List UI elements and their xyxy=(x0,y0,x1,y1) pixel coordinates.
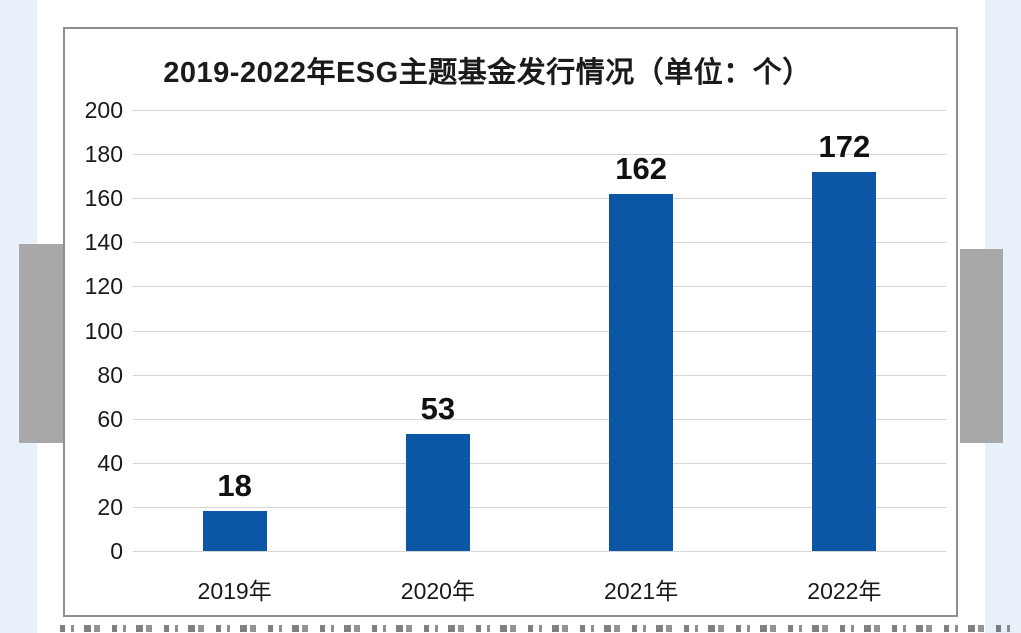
bar-2020年 xyxy=(405,434,470,551)
gridline-y-40 xyxy=(133,462,946,464)
y-axis-tick-label: 0 xyxy=(110,538,123,564)
y-axis-tick-label: 140 xyxy=(84,229,123,256)
x-axis-label-2020年: 2020年 xyxy=(400,578,475,604)
y-axis-tick-label: 100 xyxy=(84,317,123,344)
data-label-2021年: 162 xyxy=(615,150,667,186)
gridline-y-180 xyxy=(133,154,946,156)
chart-container: 2019-2022年ESG主题基金发行情况（单位：个） 0 20 40 60 80 100… xyxy=(63,27,958,617)
plot-area: 0 20 40 60 80 100 120 140 160 180 200 18 2019年 53 2020… xyxy=(65,29,956,615)
data-label-2019年: 18 xyxy=(217,468,252,504)
x-axis-label-2021年: 2021年 xyxy=(604,578,679,604)
data-label-2022年: 172 xyxy=(818,128,871,164)
clipped-text-row xyxy=(60,625,1010,632)
gridline-y-160 xyxy=(133,198,946,200)
gridline-y-80 xyxy=(133,374,946,376)
y-axis-tick-label: 80 xyxy=(97,361,123,388)
x-axis-label-2022年: 2022年 xyxy=(807,578,882,604)
y-axis-tick-label: 160 xyxy=(84,185,123,212)
bar-2019年 xyxy=(202,511,267,551)
y-axis-tick-label: 40 xyxy=(97,449,123,476)
y-axis-tick-label: 200 xyxy=(84,97,123,123)
gridline-y-120 xyxy=(133,286,946,288)
y-axis-tick-label: 180 xyxy=(84,141,123,168)
data-label-2020年: 53 xyxy=(420,391,456,427)
y-axis-tick-label: 20 xyxy=(97,493,123,520)
bar-2021年 xyxy=(609,193,674,551)
gridline-y-60 xyxy=(133,418,946,420)
gridline-y-0 xyxy=(133,551,946,552)
gridline-y-140 xyxy=(133,242,946,244)
bar-2022年 xyxy=(812,171,877,551)
right-scroll-handle[interactable] xyxy=(960,249,1003,443)
gridline-y-20 xyxy=(133,506,946,508)
gridline-y-200 xyxy=(133,110,946,111)
y-axis-tick-label: 120 xyxy=(84,273,123,300)
x-axis-label-2019年: 2019年 xyxy=(197,578,272,604)
y-axis-tick-label: 60 xyxy=(97,405,123,432)
chart-title: 2019-2022年ESG主题基金发行情况（单位：个） xyxy=(163,57,812,89)
left-scroll-handle[interactable] xyxy=(19,244,64,443)
gridline-y-100 xyxy=(133,330,946,332)
